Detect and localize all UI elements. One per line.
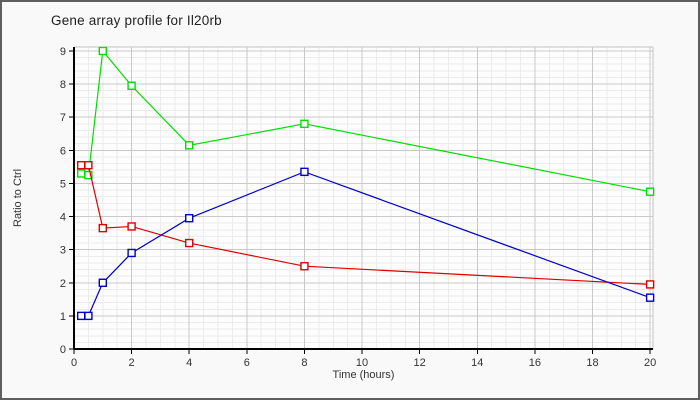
data-point-marker-blue xyxy=(127,248,136,258)
x-tick-label: 6 xyxy=(244,357,250,369)
data-point-marker-red xyxy=(185,238,194,248)
y-tick-label: 4 xyxy=(60,212,66,224)
y-tick-label: 3 xyxy=(60,245,66,257)
chart-title: Gene array profile for Il20rb xyxy=(51,13,222,28)
data-point-marker-green xyxy=(84,170,93,180)
x-tick-label: 0 xyxy=(71,357,77,369)
data-point-marker-blue xyxy=(84,311,93,321)
y-tick-label: 0 xyxy=(60,344,66,356)
data-point-marker-red xyxy=(127,222,136,231)
data-point-marker-blue xyxy=(77,311,86,321)
x-tick-label: 18 xyxy=(586,357,598,369)
data-point-marker-green xyxy=(185,141,194,150)
x-tick-label: 4 xyxy=(186,357,192,369)
y-tick-label: 5 xyxy=(60,178,66,190)
data-point-marker-red xyxy=(300,262,309,271)
x-tick-label: 14 xyxy=(471,357,483,369)
data-point-marker-green xyxy=(98,46,108,56)
data-point-marker-blue xyxy=(645,293,655,302)
x-tick-label: 2 xyxy=(129,357,135,369)
y-tick-label: 8 xyxy=(60,79,66,91)
y-tick-label: 6 xyxy=(60,145,66,157)
data-point-marker-green xyxy=(127,81,136,90)
data-point-marker-blue xyxy=(98,278,108,287)
data-point-marker-red xyxy=(645,280,655,289)
x-tick-label: 16 xyxy=(529,357,541,369)
y-tick-label: 2 xyxy=(60,278,66,290)
data-point-marker-green xyxy=(645,187,655,196)
y-tick-label: 9 xyxy=(60,46,66,58)
data-point-marker-red xyxy=(77,161,86,170)
data-point-marker-blue xyxy=(185,213,194,223)
y-tick-label: 1 xyxy=(60,311,66,323)
x-tick-label: 8 xyxy=(301,357,307,369)
x-tick-label: 20 xyxy=(644,357,656,369)
x-tick-label: 10 xyxy=(356,357,368,369)
x-tick-label: 12 xyxy=(414,357,426,369)
data-point-marker-red xyxy=(84,161,93,170)
data-point-marker-red xyxy=(98,223,108,233)
x-axis-title: Time (hours) xyxy=(332,369,395,381)
data-point-marker-green xyxy=(300,119,309,129)
data-point-marker-blue xyxy=(300,167,309,177)
y-tick-label: 7 xyxy=(60,112,66,124)
data-point-marker-green xyxy=(77,169,86,178)
